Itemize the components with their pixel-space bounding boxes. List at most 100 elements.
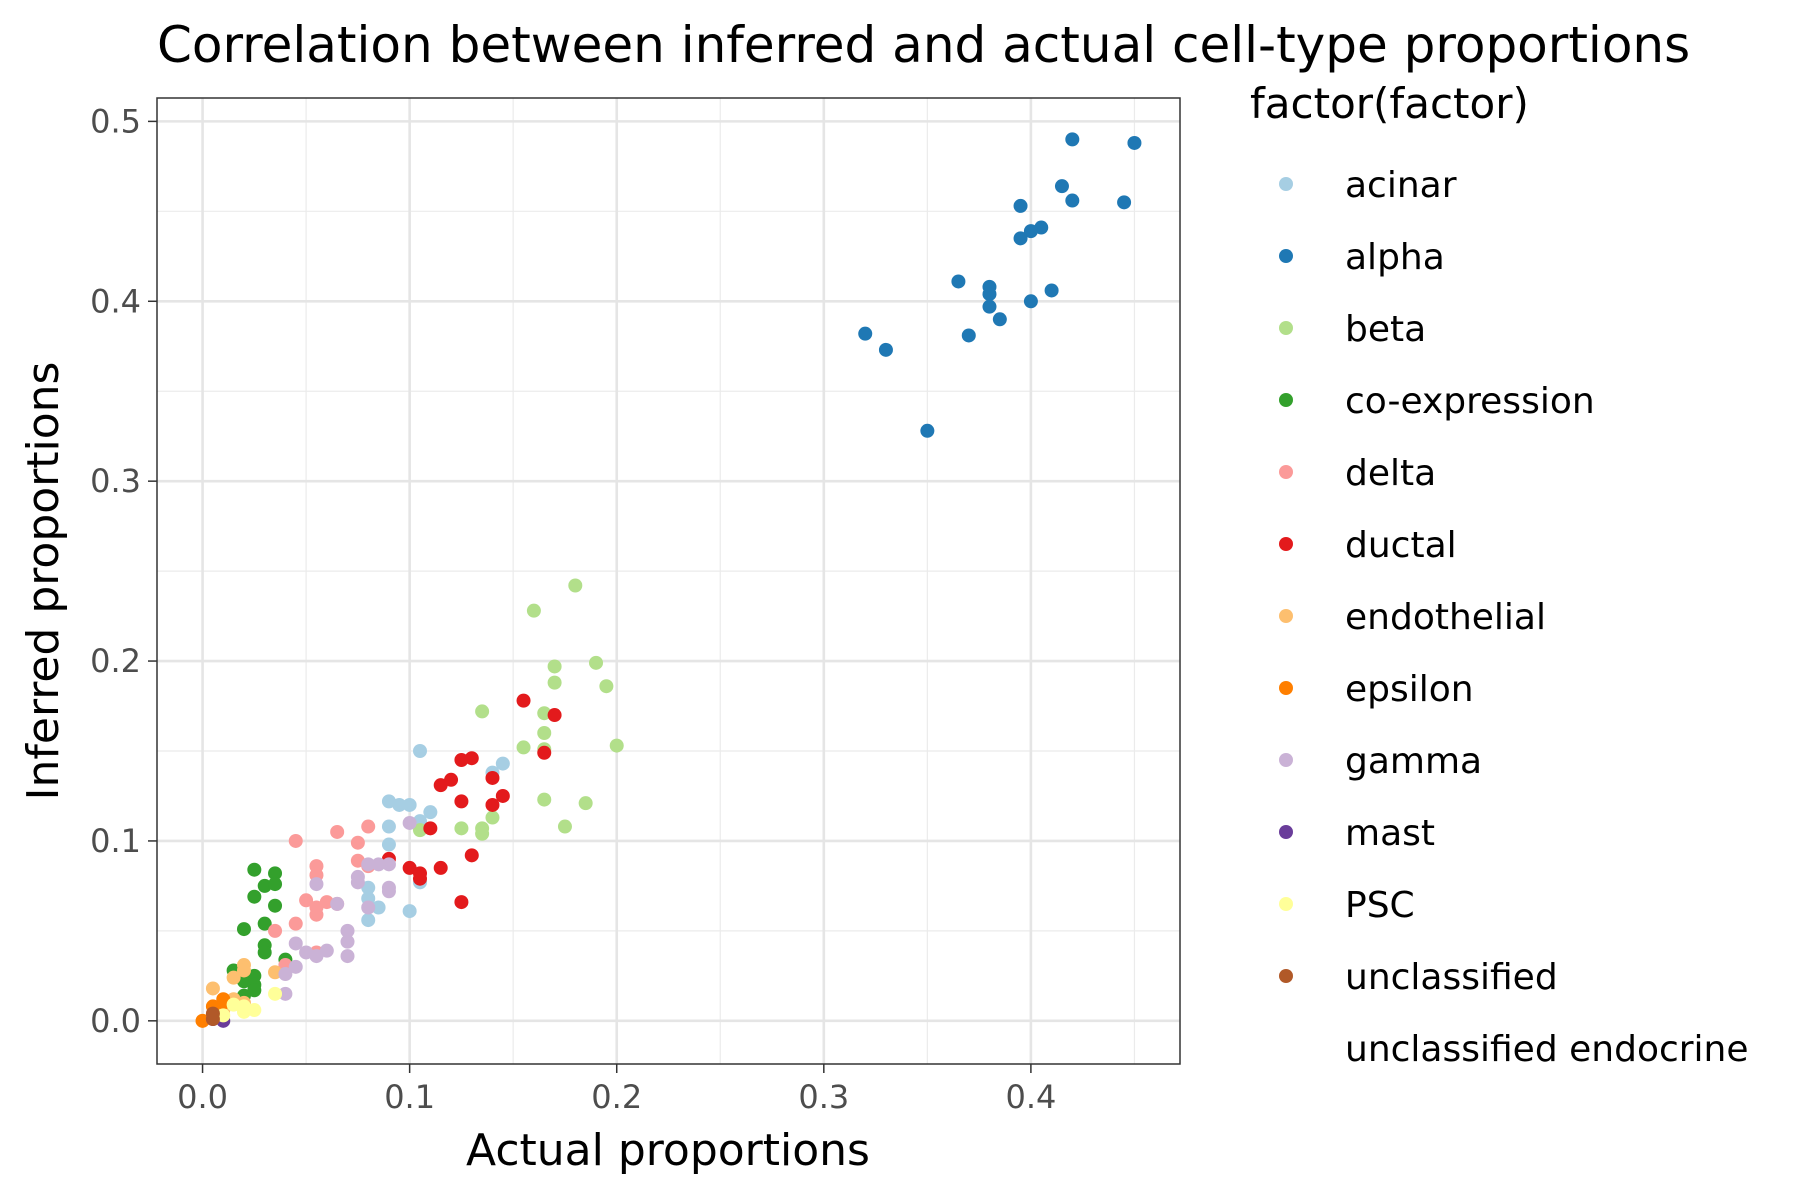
legend-key	[1279, 465, 1293, 479]
x-axis-title: Actual proportions	[466, 1125, 870, 1176]
chart-title: Correlation between inferred and actual …	[157, 16, 1690, 74]
data-point	[433, 778, 448, 793]
data-point	[412, 743, 427, 758]
legend-key	[1279, 177, 1293, 191]
data-point	[402, 904, 417, 919]
data-point	[288, 936, 303, 951]
data-point	[402, 860, 417, 875]
data-point	[361, 857, 376, 872]
data-point	[578, 796, 593, 811]
legend-item: ductal	[1279, 525, 1457, 566]
data-point	[878, 342, 893, 357]
data-point	[589, 655, 604, 670]
legend-label: mast	[1345, 813, 1435, 854]
legend-item: unclassified endocrine	[1279, 1029, 1749, 1070]
data-point	[1013, 198, 1028, 213]
data-point	[319, 943, 334, 958]
data-point	[195, 1013, 210, 1028]
data-point	[485, 770, 500, 785]
legend-item: alpha	[1279, 237, 1445, 278]
data-point	[992, 312, 1007, 327]
series-psc	[216, 986, 283, 1023]
data-point	[268, 866, 283, 881]
data-point	[361, 900, 376, 915]
legend: factor(factor) acinar alpha beta co-express…	[1250, 79, 1749, 1070]
data-point	[288, 833, 303, 848]
legend-key	[1279, 681, 1293, 695]
data-point	[1044, 283, 1059, 298]
data-point	[444, 772, 459, 787]
series-ductal	[381, 693, 562, 910]
plot-panel	[157, 98, 1180, 1064]
data-point	[392, 797, 407, 812]
legend-key	[1279, 825, 1293, 839]
y-tick-label: 0.5	[90, 102, 141, 140]
legend-key	[1279, 321, 1293, 335]
data-point	[454, 895, 469, 910]
legend-item: gamma	[1279, 741, 1482, 782]
legend-label: ductal	[1345, 525, 1457, 566]
x-tick-label: 0.1	[384, 1078, 435, 1116]
legend-label: epsilon	[1345, 669, 1474, 710]
legend-label: unclassified	[1345, 957, 1558, 998]
x-tick-label: 0.0	[177, 1078, 228, 1116]
data-point	[381, 837, 396, 852]
data-point	[475, 821, 490, 836]
data-point	[464, 751, 479, 766]
data-point	[485, 810, 500, 825]
x-axis: 0.0 0.1 0.2 0.3 0.4	[177, 1064, 1056, 1116]
data-point	[381, 857, 396, 872]
data-point	[495, 756, 510, 771]
data-point	[278, 986, 293, 1001]
data-point	[309, 949, 324, 964]
legend-label: endothelial	[1345, 597, 1546, 638]
data-point	[547, 675, 562, 690]
data-point	[257, 878, 272, 893]
legend-key	[1279, 897, 1293, 911]
legend-title: factor(factor)	[1250, 79, 1529, 128]
x-tick-label: 0.4	[1005, 1078, 1056, 1116]
legend-item: co-expression	[1279, 381, 1595, 422]
legend-key	[1279, 753, 1293, 767]
data-point	[278, 967, 293, 982]
series-alpha	[858, 132, 1142, 438]
series-gamma	[278, 815, 417, 1001]
data-point	[609, 738, 624, 753]
data-point	[371, 857, 386, 872]
data-points	[195, 132, 1142, 1028]
data-point	[216, 995, 231, 1010]
data-point	[236, 963, 251, 978]
legend-item: endothelial	[1279, 597, 1546, 638]
data-point	[1065, 132, 1080, 147]
data-point	[454, 752, 469, 767]
data-point	[537, 726, 552, 741]
data-point	[568, 578, 583, 593]
legend-label: acinar	[1345, 165, 1457, 206]
data-point	[288, 959, 303, 974]
data-point	[247, 983, 262, 998]
data-point	[268, 877, 283, 892]
grid-lines	[157, 98, 1180, 1064]
data-point	[226, 997, 241, 1012]
data-point	[454, 821, 469, 836]
data-point	[247, 889, 262, 904]
data-point	[361, 913, 376, 928]
data-point	[1065, 193, 1080, 208]
data-point	[247, 862, 262, 877]
data-point	[951, 274, 966, 289]
legend-key	[1279, 537, 1293, 551]
data-point	[268, 965, 283, 980]
legend-label: alpha	[1345, 237, 1445, 278]
legend-item: beta	[1279, 309, 1426, 350]
data-point	[412, 823, 427, 838]
data-point	[402, 815, 417, 830]
data-point	[920, 423, 935, 438]
data-point	[340, 949, 355, 964]
data-point	[557, 819, 572, 834]
data-point	[1117, 195, 1132, 210]
legend-item: acinar	[1279, 165, 1457, 206]
data-point	[961, 328, 976, 343]
data-point	[599, 679, 614, 694]
plot-area	[156, 97, 1181, 1065]
legend-label: delta	[1345, 453, 1436, 494]
